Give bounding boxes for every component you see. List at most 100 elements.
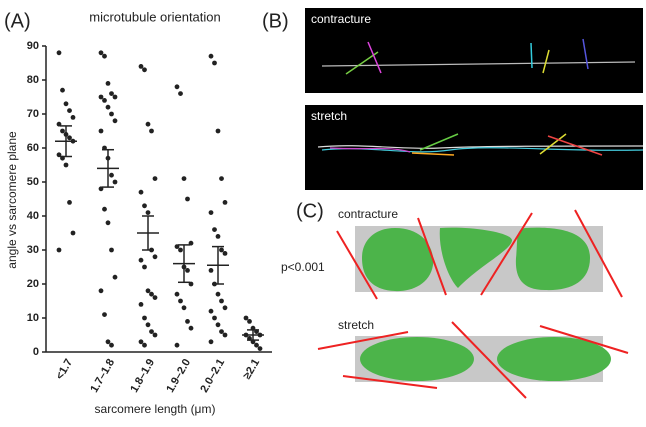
panel-label: (C)	[296, 200, 324, 222]
panel-label: (B)	[262, 10, 289, 32]
data-point	[142, 264, 147, 270]
image-label: stretch	[311, 109, 347, 123]
schematic	[317, 209, 629, 399]
data-point	[181, 176, 187, 182]
data-point	[109, 91, 114, 96]
panel-label: (A)	[4, 10, 31, 32]
data-point	[178, 247, 183, 253]
x-tick-label: 1.8–1.9	[128, 357, 157, 395]
data-point	[63, 162, 69, 168]
data-point	[243, 315, 249, 321]
data-point	[149, 291, 154, 297]
data-point	[222, 200, 228, 205]
data-point	[60, 87, 65, 93]
data-point	[138, 339, 144, 345]
data-point	[152, 332, 158, 338]
y-tick-label: 90	[27, 40, 39, 52]
data-point	[56, 247, 62, 253]
y-tick-label: 10	[27, 312, 39, 324]
x-tick-label: <1.7	[54, 357, 75, 382]
x-tick-label: 2.0–2.1	[198, 357, 227, 395]
data-point	[212, 60, 217, 66]
data-point	[112, 179, 118, 185]
row-label: stretch	[338, 318, 374, 332]
data-point	[67, 200, 72, 205]
data-point	[222, 332, 228, 338]
data-point	[215, 322, 221, 328]
data-point	[102, 53, 107, 59]
data-point	[102, 206, 107, 212]
data-point	[142, 342, 147, 348]
data-point	[145, 322, 151, 328]
data-point	[152, 176, 158, 182]
data-point	[208, 210, 214, 216]
data-point	[145, 210, 151, 216]
data-point	[112, 118, 118, 124]
x-tick-label: 1.7–1.8	[88, 357, 117, 395]
data-point	[109, 172, 114, 178]
data-point	[219, 247, 224, 253]
data-point	[219, 176, 224, 182]
data-point	[70, 115, 76, 120]
data-point	[185, 319, 190, 324]
y-tick-label: 70	[27, 108, 39, 120]
data-point	[208, 53, 214, 59]
data-point	[98, 50, 104, 56]
data-point	[257, 346, 263, 351]
data-point	[149, 329, 154, 334]
data-point	[145, 288, 151, 294]
data-point	[105, 339, 111, 345]
data-point	[219, 298, 224, 304]
y-tick-label: 40	[27, 210, 39, 222]
annotation: p<0.001	[281, 260, 325, 274]
data-point	[215, 234, 221, 239]
data-point	[105, 81, 111, 86]
row-label: contracture	[338, 207, 398, 221]
data-point	[70, 230, 76, 236]
data-point	[142, 203, 147, 209]
data-point	[112, 274, 118, 280]
data-point	[149, 128, 154, 134]
micrograph: contracture	[305, 8, 643, 93]
data-point	[98, 128, 104, 134]
data-point	[138, 257, 144, 263]
data-point	[208, 268, 214, 273]
data-point	[138, 64, 144, 69]
data-point	[138, 302, 144, 307]
data-point	[208, 339, 214, 345]
y-tick-label: 80	[27, 74, 39, 86]
data-point	[102, 312, 107, 317]
data-point	[98, 288, 104, 294]
data-point	[112, 94, 118, 100]
data-point	[67, 135, 72, 141]
data-point	[60, 128, 65, 134]
y-tick-label: 30	[27, 244, 39, 256]
data-point	[181, 305, 187, 311]
data-point	[109, 342, 114, 348]
y-tick-label: 0	[33, 346, 39, 358]
data-point	[208, 308, 214, 314]
data-point	[222, 251, 228, 256]
data-point	[212, 227, 217, 233]
y-tick-label: 60	[27, 142, 39, 154]
data-point	[188, 325, 194, 331]
data-point	[254, 342, 259, 348]
data-point	[98, 94, 104, 100]
chart-title: microtubule orientation	[89, 9, 221, 24]
data-point	[185, 196, 190, 202]
data-point	[212, 315, 217, 321]
data-point	[219, 329, 224, 334]
data-point	[142, 315, 147, 321]
data-point	[63, 101, 69, 107]
data-point	[152, 295, 158, 300]
x-tick-label: 1.9–2.0	[164, 357, 193, 395]
y-tick-label: 50	[27, 176, 39, 188]
micrograph: stretch	[305, 105, 644, 190]
data-point	[105, 220, 111, 226]
x-tick-label: ≥2.1	[241, 357, 262, 381]
data-point	[174, 84, 180, 90]
data-point	[138, 189, 144, 195]
data-point	[105, 104, 111, 110]
data-point	[215, 128, 221, 134]
